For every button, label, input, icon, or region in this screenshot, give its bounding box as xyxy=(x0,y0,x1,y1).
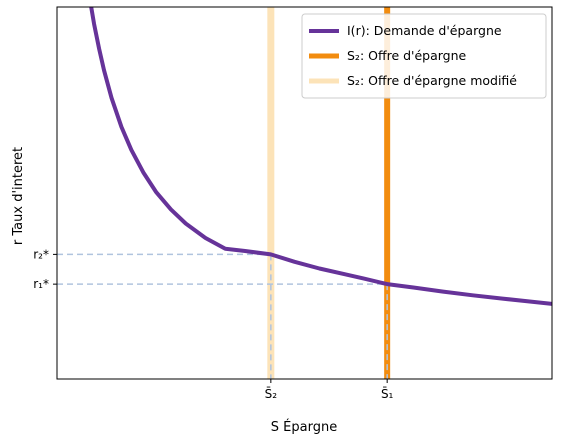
x-tick-label-1: S̄₂ xyxy=(265,387,278,401)
legend-label-1: I(r): Demande d'épargne xyxy=(347,23,502,38)
legend-box xyxy=(301,13,547,99)
y-tick-label-1: r₂* xyxy=(33,247,49,261)
series-line-demande xyxy=(89,7,552,306)
legend-label-3: S₂: Offre d'épargne modifié xyxy=(347,73,517,88)
x-tick-label-2: S̄₁ xyxy=(381,387,394,401)
plot-frame xyxy=(56,6,553,380)
legend: I(r): Demande d'épargne S₂: Offre d'éparg… xyxy=(301,13,547,99)
x-axis-label: S Épargne xyxy=(271,419,337,435)
y-axis-label: r Taux d'interet xyxy=(11,147,26,245)
legend-label-2: S₂: Offre d'épargne xyxy=(347,48,467,63)
y-tick-label-2: r₁* xyxy=(33,277,49,291)
